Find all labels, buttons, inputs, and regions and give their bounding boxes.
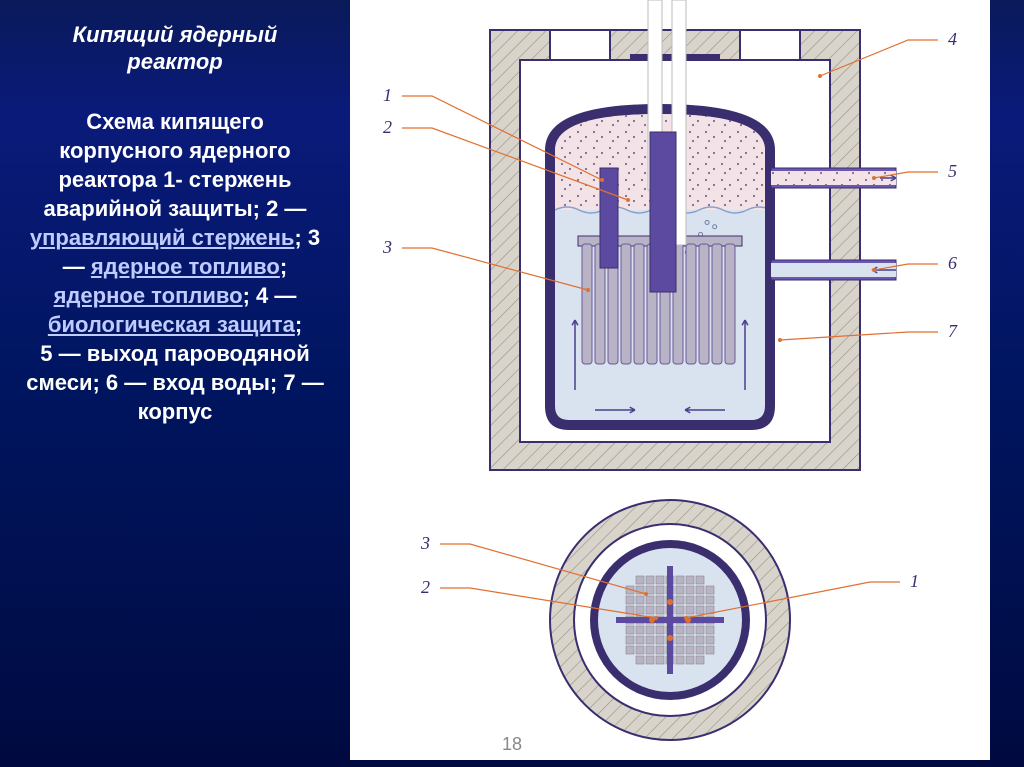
term-link[interactable]: управляющий стержень	[30, 225, 295, 250]
svg-text:1: 1	[383, 85, 392, 105]
description: Схема кипящего корпусного ядерного реакт…	[24, 78, 326, 426]
svg-text:7: 7	[948, 321, 958, 341]
svg-text:1: 1	[910, 571, 919, 591]
svg-text:3: 3	[382, 237, 392, 257]
term-link[interactable]: ядерное топливо	[54, 283, 243, 308]
term-link[interactable]: ядерное топливо	[91, 254, 280, 279]
term-link[interactable]: биологическая защита	[48, 312, 295, 337]
figure-bg: 1 2 3 4 5 6 7 3 2 1	[350, 0, 990, 760]
slide: Кипящий ядерный реактор Схема кипящего к…	[0, 0, 1024, 767]
text-panel: Кипящий ядерный реактор Схема кипящего к…	[0, 0, 340, 767]
svg-text:2: 2	[421, 577, 430, 597]
figure-panel: 1 2 3 4 5 6 7 3 2 1	[340, 0, 1024, 767]
title: Кипящий ядерный реактор	[24, 22, 326, 76]
svg-text:4: 4	[948, 29, 957, 49]
svg-text:3: 3	[420, 533, 430, 553]
page-number: 18	[502, 734, 522, 755]
svg-text:5: 5	[948, 161, 957, 181]
reactor-diagram: 1 2 3 4 5 6 7 3 2 1	[350, 0, 990, 760]
svg-text:2: 2	[383, 117, 392, 137]
svg-text:6: 6	[948, 253, 957, 273]
